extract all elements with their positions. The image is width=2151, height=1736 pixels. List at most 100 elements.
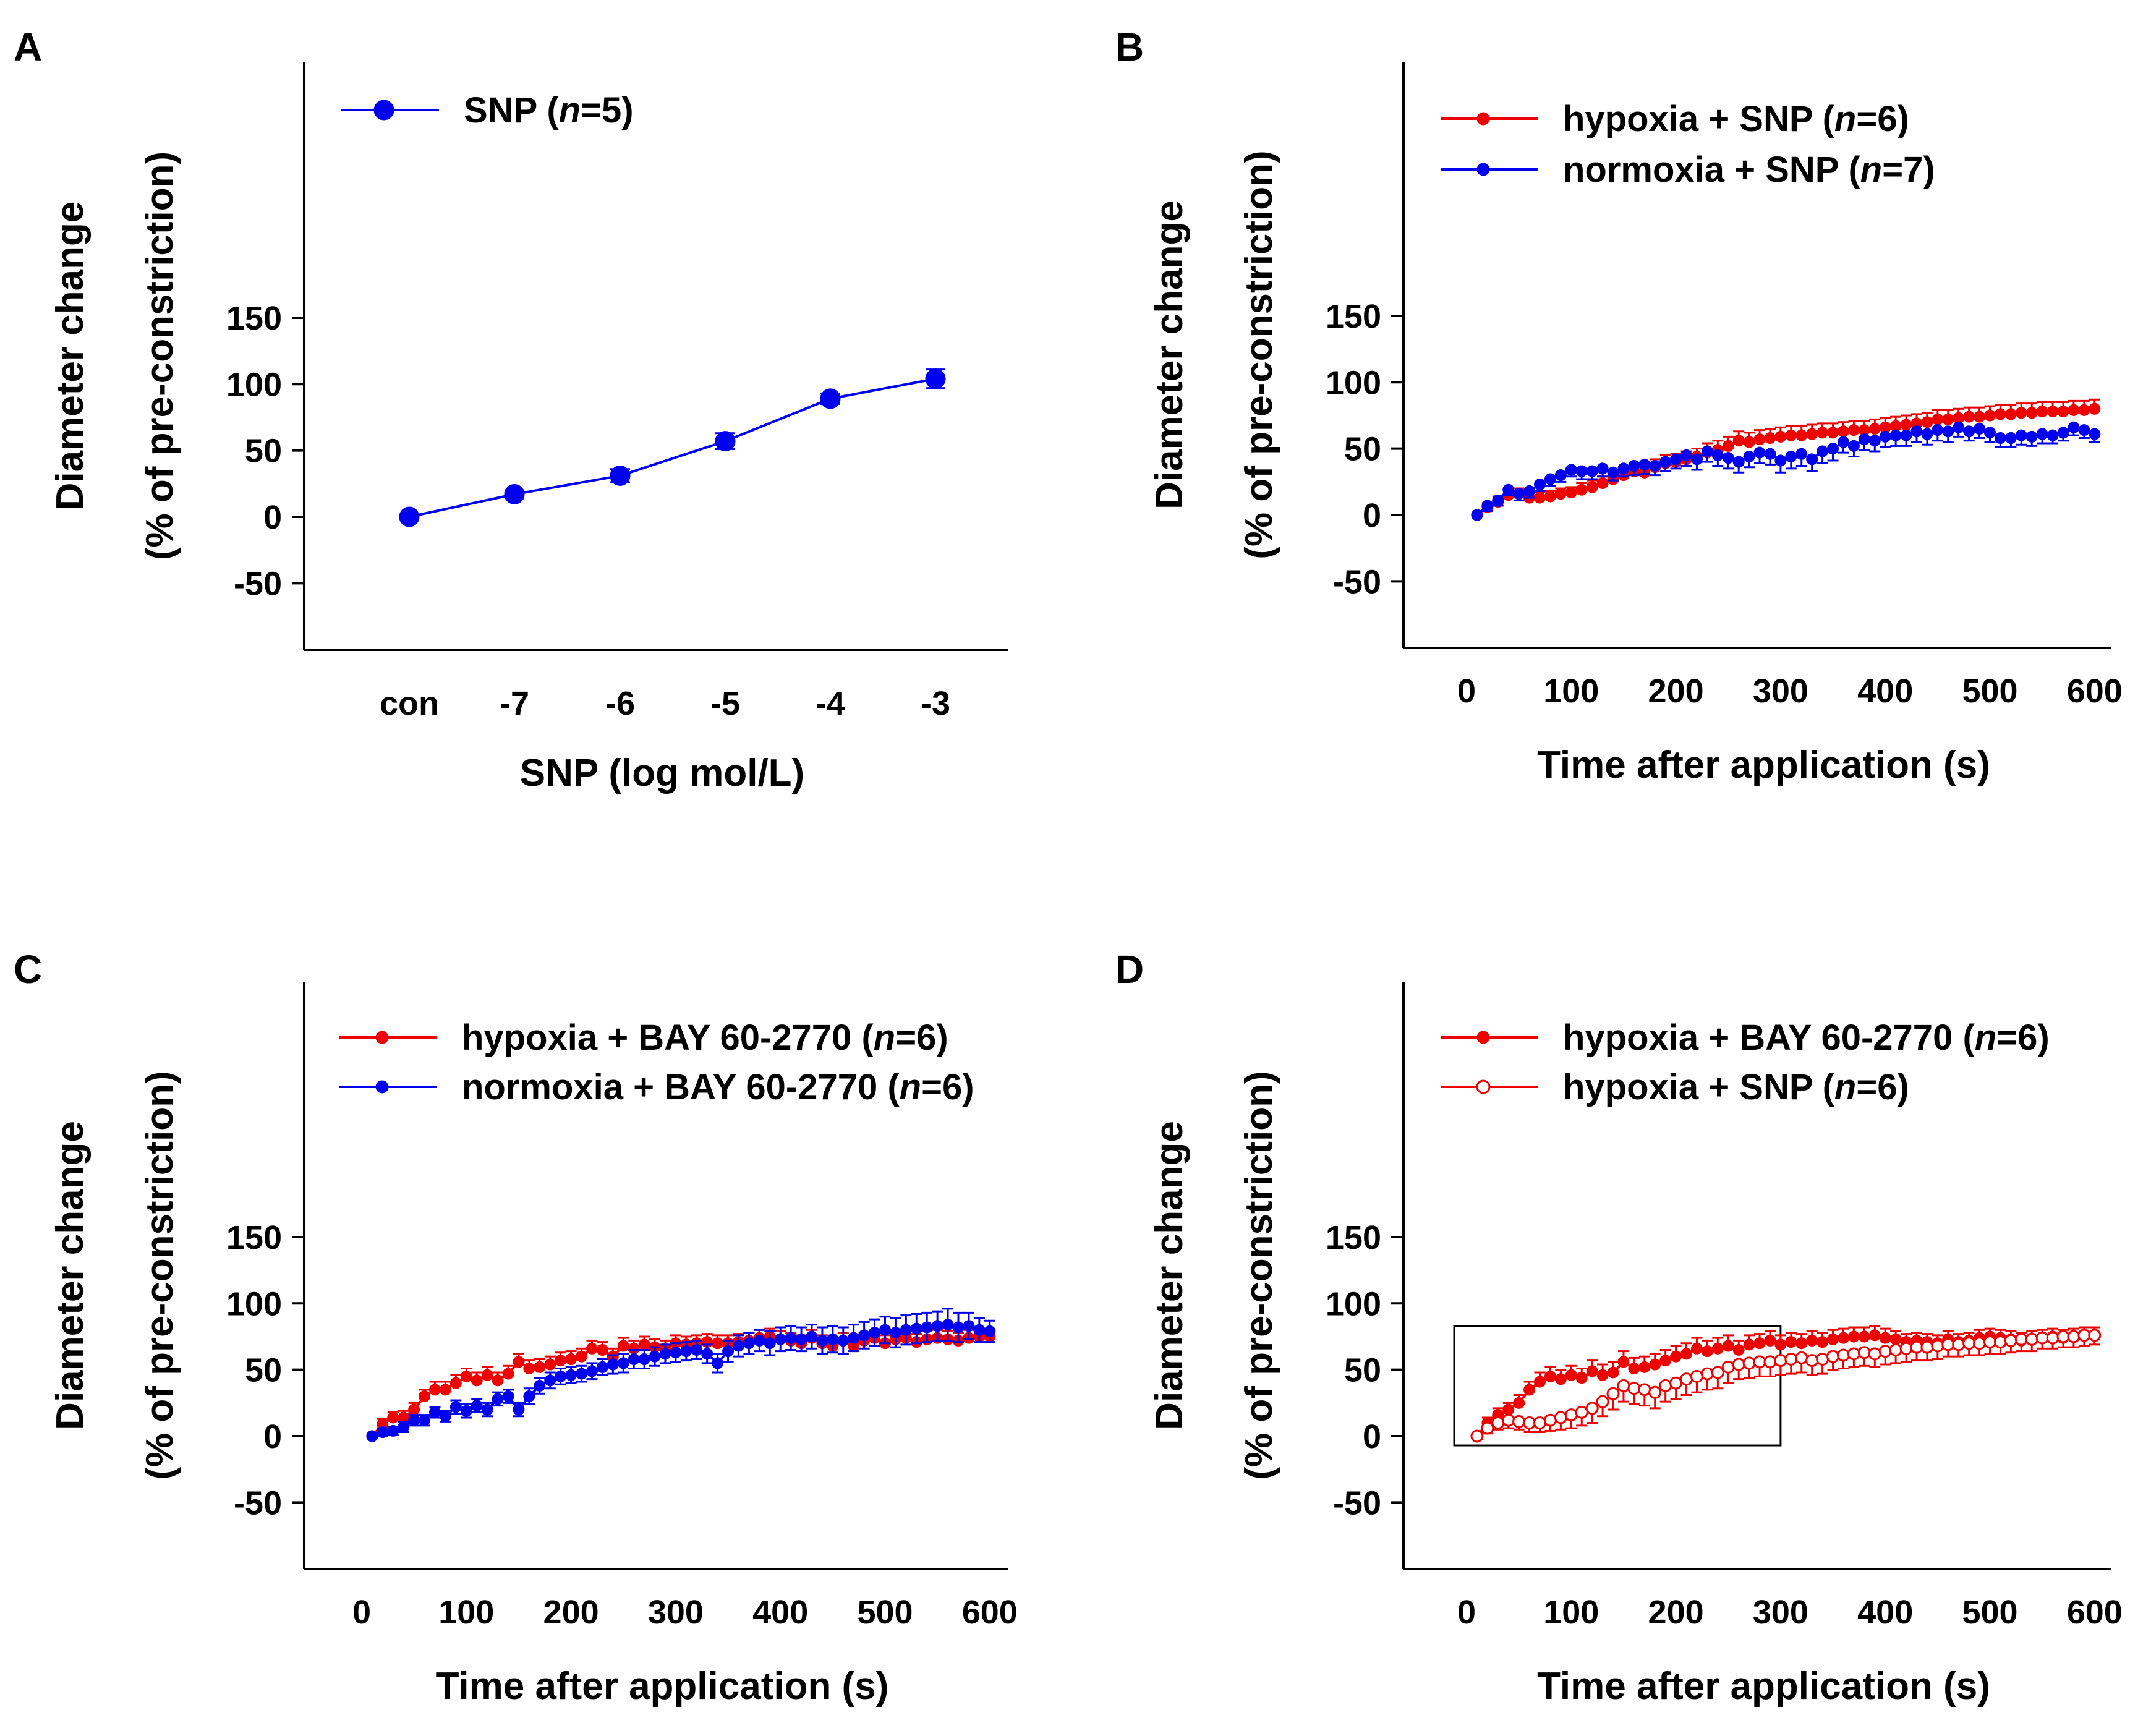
data-point: [1868, 1329, 1881, 1342]
data-point: [1711, 1366, 1724, 1379]
data-point: [1932, 413, 1944, 425]
data-point: [471, 1400, 483, 1412]
data-point: [1743, 451, 1755, 463]
data-point: [1993, 1335, 2007, 1349]
data-point: [419, 1390, 431, 1403]
data-point: [1764, 432, 1776, 444]
data-point: [1544, 1370, 1556, 1382]
data-point: [1565, 487, 1577, 499]
data-point: [1669, 1376, 1683, 1390]
data-point: [1889, 1333, 1902, 1345]
data-point: [1638, 1383, 1651, 1397]
data-point: [1942, 413, 1954, 425]
x-tick-label: 0: [1457, 1594, 1476, 1631]
data-point: [1554, 488, 1567, 500]
data-point: [1721, 1360, 1735, 1374]
x-tick-label: 400: [1857, 1594, 1913, 1631]
data-point: [523, 1390, 535, 1403]
data-point: [1847, 1330, 1860, 1343]
data-point: [2025, 1332, 2038, 1346]
data-point: [1837, 425, 1849, 438]
panel-a-letter: A: [14, 25, 42, 69]
legend-label-part: =6): [1856, 99, 1909, 139]
data-point: [1732, 435, 1745, 447]
panel-c-letter: C: [14, 947, 42, 992]
legend-label-part: =6): [1856, 1067, 1909, 1107]
data-point: [1806, 428, 1818, 440]
data-point: [1753, 446, 1766, 459]
data-point: [596, 1361, 608, 1373]
data-point: [1858, 1330, 1870, 1343]
data-point: [2088, 1329, 2102, 1342]
x-tick-label: 300: [648, 1594, 704, 1631]
legend-item-1: hypoxia + SNP (n=6): [1441, 99, 1909, 139]
data-point: [1785, 1336, 1797, 1348]
data-point: [1837, 1332, 1849, 1344]
data-point: [492, 1393, 504, 1405]
data-point: [1774, 454, 1787, 467]
data-point: [1690, 453, 1703, 466]
y-tick-label: -50: [234, 1484, 282, 1521]
data-point: [1878, 1345, 1892, 1358]
data-point: [1889, 1343, 1902, 1356]
data-point: [429, 1406, 441, 1418]
data-point: [1847, 440, 1860, 452]
data-point: [576, 1350, 588, 1363]
data-point: [1648, 1385, 1662, 1399]
data-point: [1921, 416, 1933, 428]
y-tick-label: 150: [226, 1219, 282, 1256]
data-point: [816, 1334, 828, 1347]
data-point: [460, 1405, 472, 1417]
data-point: [973, 1324, 986, 1336]
data-point: [1827, 1333, 1839, 1345]
data-point: [2025, 407, 2038, 419]
data-point: [1690, 1342, 1703, 1355]
series-line: [409, 377, 936, 518]
data-point: [1711, 1342, 1724, 1355]
data-point: [1742, 1356, 1756, 1370]
data-point: [1816, 1352, 1829, 1366]
legend-item-1: SNP (n=5): [341, 90, 634, 130]
data-point: [1962, 1337, 1976, 1350]
data-point: [1544, 490, 1556, 503]
data-point: [1836, 1348, 1850, 1362]
data-point: [408, 1403, 420, 1416]
data-point: [1795, 448, 1808, 460]
data-point: [931, 1320, 943, 1332]
data-point: [1659, 456, 1672, 468]
legend-label: normoxia + SNP (n=7): [1563, 150, 1935, 190]
data-point: [1607, 1366, 1619, 1379]
data-point: [1942, 425, 1954, 438]
y-tick-label: 0: [1363, 497, 1381, 534]
legend-label-part: =6): [921, 1067, 974, 1107]
data-point: [1533, 1416, 1547, 1430]
legend-item-1: hypoxia + BAY 60-2770 (n=6): [339, 1018, 948, 1058]
data-point: [1586, 465, 1598, 477]
y-axis-title-line2: (% of pre-constriction): [1238, 1071, 1280, 1479]
data-point: [910, 1322, 922, 1335]
data-point: [610, 465, 631, 486]
series-2: [1471, 421, 2101, 521]
data-point: [399, 506, 420, 527]
panel-d-letter: D: [1115, 947, 1144, 992]
x-tick-label: 200: [543, 1594, 599, 1631]
legend-label: hypoxia + BAY 60-2770 (n=6): [1563, 1018, 2050, 1058]
data-point: [1952, 1338, 1966, 1351]
x-tick-label: -5: [710, 685, 740, 722]
y-tick-label: -50: [234, 565, 282, 602]
data-point: [1502, 483, 1515, 496]
data-point: [1649, 460, 1661, 472]
data-point: [1701, 1345, 1713, 1358]
data-point: [1879, 1332, 1891, 1344]
data-point: [471, 1374, 483, 1387]
data-point: [1617, 1356, 1630, 1368]
data-point: [1481, 1421, 1494, 1435]
y-tick-label: 0: [263, 1418, 282, 1455]
data-point: [387, 1424, 399, 1437]
data-point: [722, 1345, 735, 1358]
data-point: [1722, 1340, 1734, 1352]
legend-swatch-marker: [1476, 1079, 1491, 1094]
legend-label-part: =7): [1882, 150, 1935, 190]
data-point: [764, 1337, 776, 1350]
